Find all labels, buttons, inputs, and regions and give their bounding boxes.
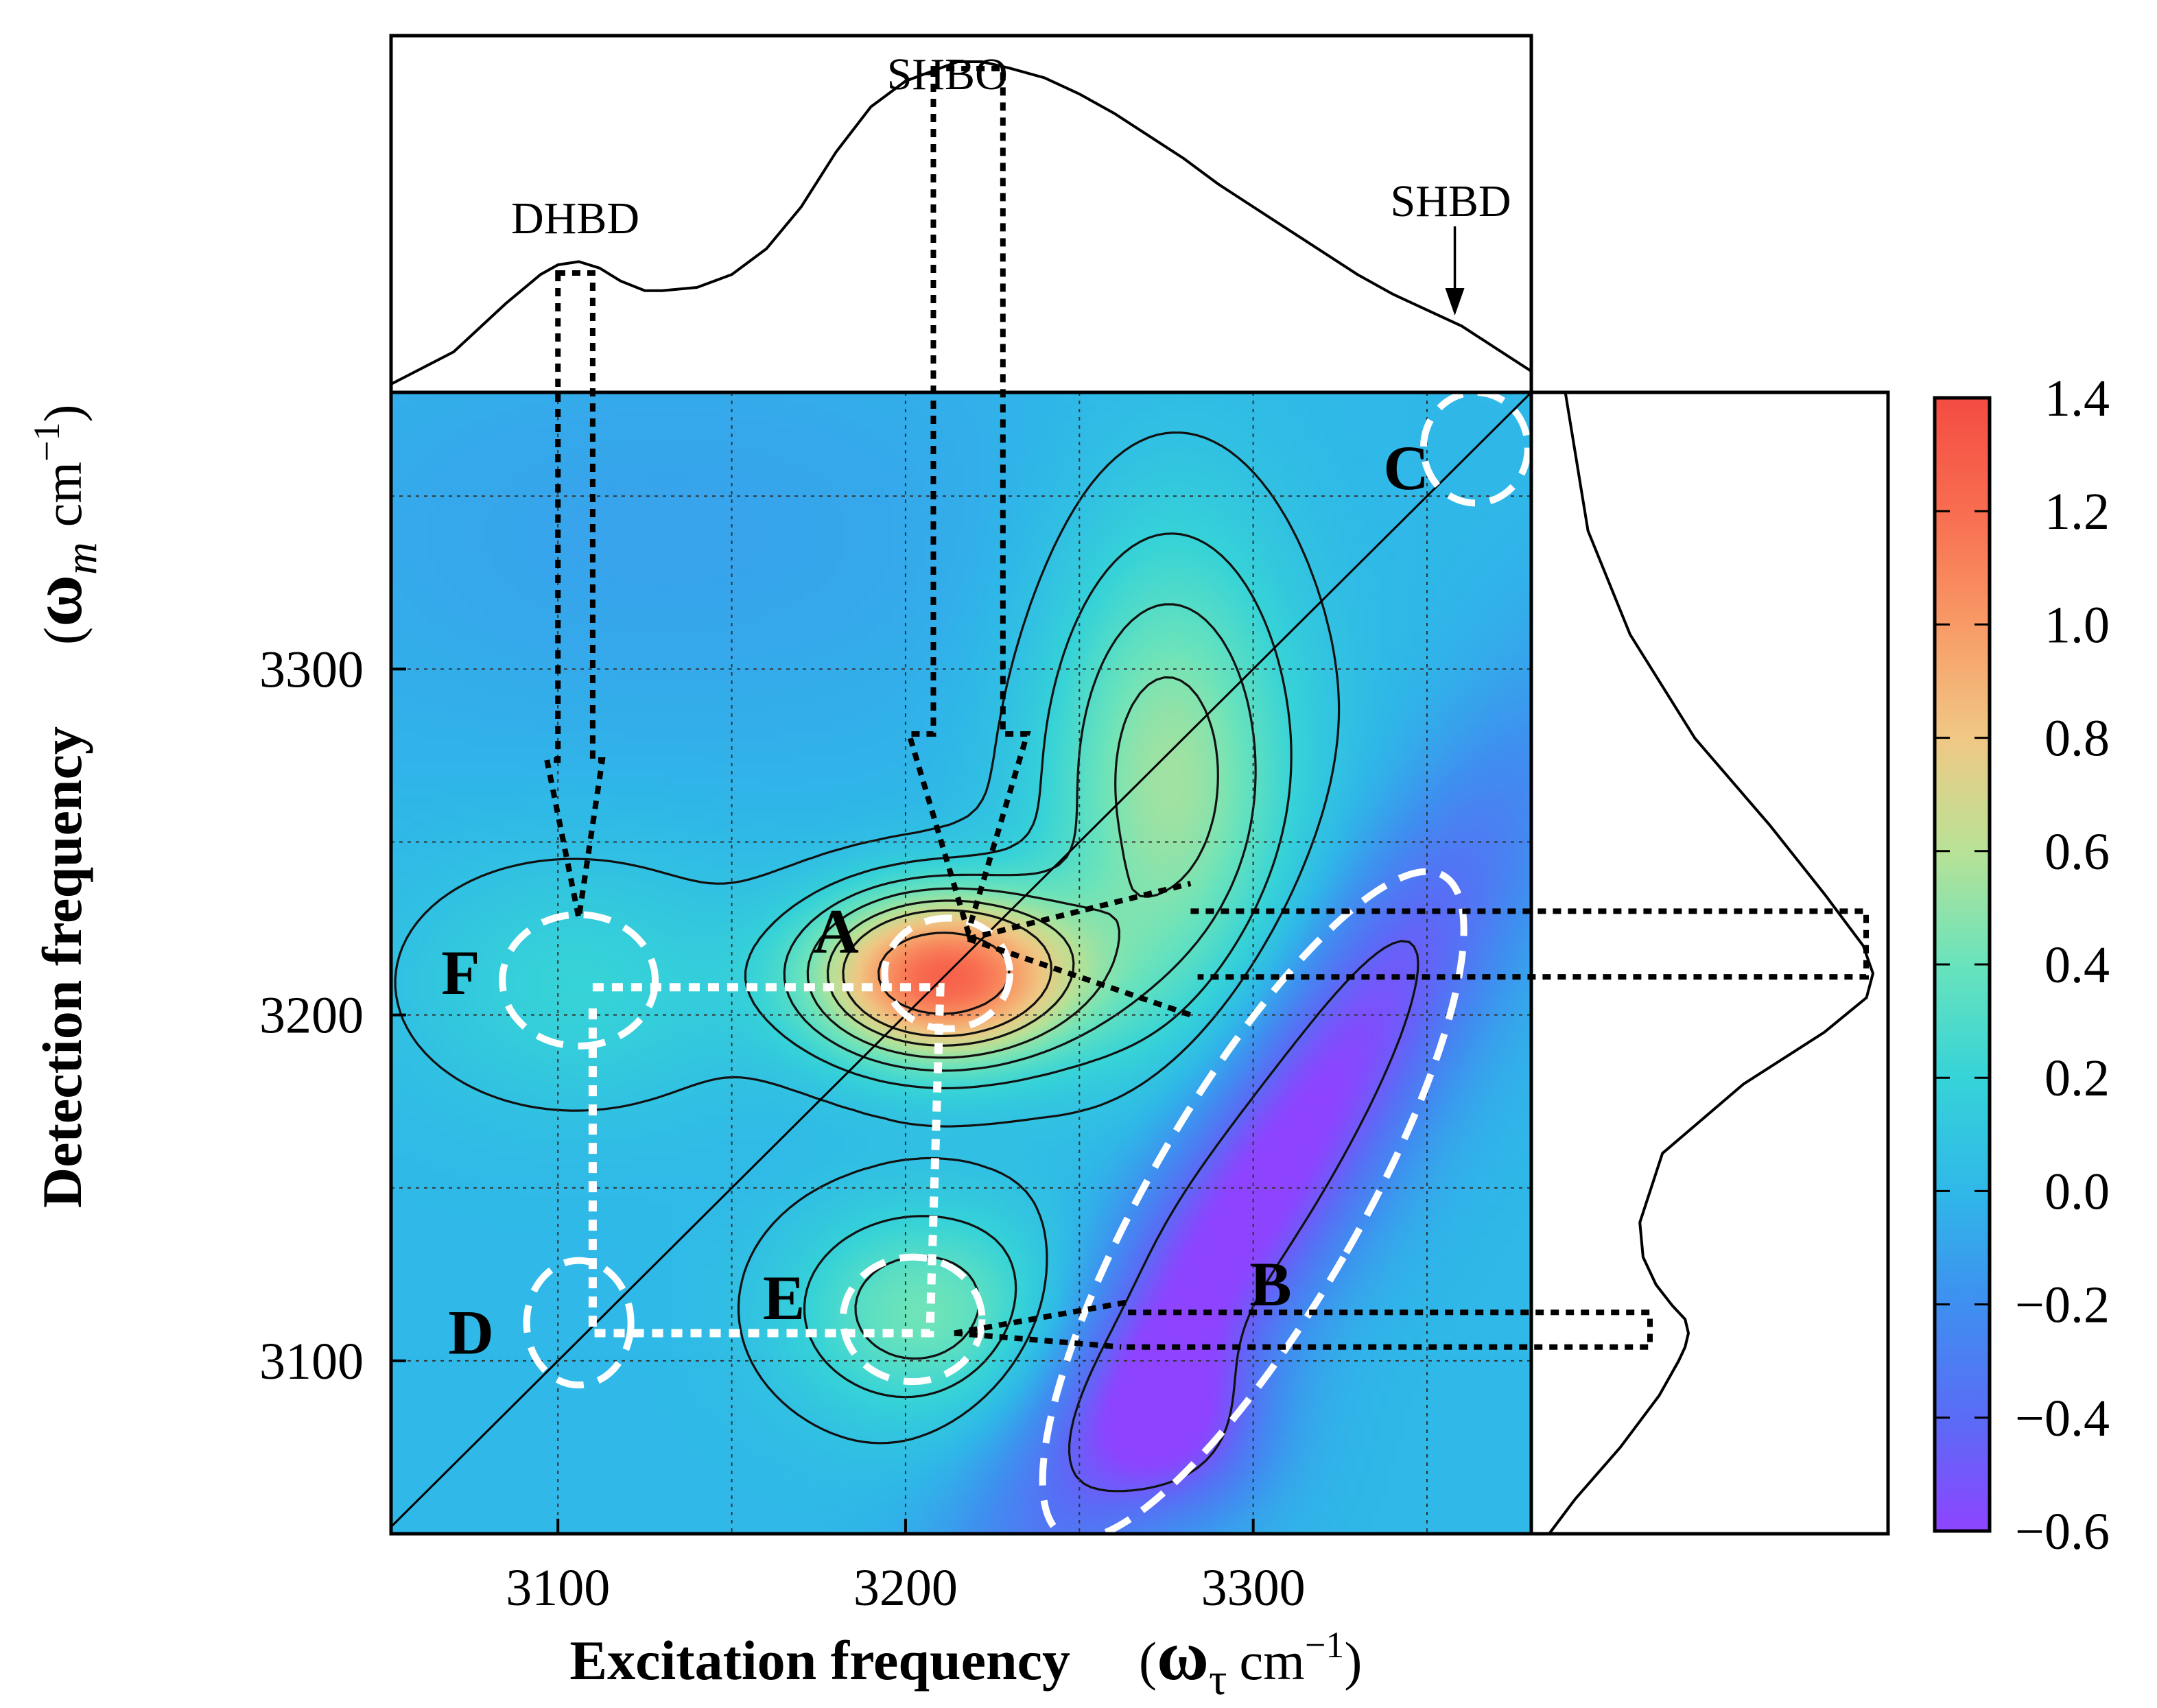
region-label: A [813,897,858,966]
top-spectrum-frame [389,34,1533,394]
side-spectrum-line [1548,392,1875,1535]
diagonal-line [391,392,1531,1528]
region-ellipse [839,1253,986,1386]
contour-line [806,676,1219,1059]
colorbar-tick-label: 0.4 [2044,936,2110,994]
colorbar-ticks: 1.4 1.2 1.0 0.8 0.6 0.4 0.2 0.0 −0.2 −0.4 −0.6 [1935,370,2110,1561]
colorbar-tick-label: 1.2 [2044,483,2110,541]
contour-line [842,909,1052,1037]
contour-line [394,431,1341,1445]
a-wedge [967,881,1192,1018]
white-connector-path [588,983,945,1338]
colorbar-tick-label: −0.6 [2015,1503,2110,1561]
dotted-arrows [543,66,1869,1350]
contour-line [826,899,1075,1047]
y-axis-unit: (ωmcm−1) [18,405,106,645]
contour-line [1068,940,1419,1493]
side-spectrum-frame [1529,390,1890,1536]
peak-label: SHBO [887,49,1008,99]
x-axis-label: Excitation frequency [569,1629,1070,1692]
heatmap-panel: A B C D E F [389,66,1869,1536]
colorbar: 1.4 1.2 1.0 0.8 0.6 0.4 0.2 0.0 −0.2 −0.4 −0.6 [1933,370,2110,1561]
y-tick-label: 3200 [259,987,364,1045]
region-ellipse [499,911,659,1050]
region-labels: A B C D E F [441,433,1429,1368]
colorbar-tick-label: 0.8 [2044,710,2110,768]
y-tick-label: 3100 [259,1333,364,1390]
y-axis-label: Detection frequency [31,726,93,1208]
e-projection [1121,1309,1653,1350]
shbd-arrow-head [1445,288,1465,316]
region-label: D [448,1298,493,1368]
peak-labels: DHBD SHBO SHBD [511,49,1511,316]
x-tick-label: 3200 [853,1559,958,1617]
region-label: E [763,1263,805,1333]
x-tick-label: 3100 [506,1559,610,1617]
peak-label: DHBD [511,193,639,244]
y-axis-ticks: 3100 3200 3300 [259,641,406,1390]
y-tick-label: 3300 [259,641,364,698]
shbo-arrow [905,66,1031,942]
region-label: B [1249,1249,1291,1319]
colorbar-tick-label: 0.6 [2044,823,2110,881]
contour-lines [394,431,1419,1493]
colorbar-tick-label: 1.4 [2044,370,2110,427]
colorbar-tick-label: 0.2 [2044,1049,2110,1107]
side-spectrum-panel [1529,390,1890,1536]
colorbar-tick-label: −0.2 [2015,1277,2110,1334]
colorbar-tick-label: 0.0 [2044,1163,2110,1220]
colorbar-tick-label: 1.0 [2044,596,2110,654]
top-spectrum-panel: DHBD SHBO SHBD [389,34,1533,394]
e-wedge [954,1299,1129,1350]
peak-label: SHBD [1390,176,1511,226]
region-ellipse [523,1257,635,1389]
x-axis-unit: (ωτ cm−1) [1139,1616,1362,1705]
region-label: C [1383,433,1428,503]
x-axis-ticks: 3100 3200 3300 [506,1519,1306,1617]
region-ellipse [881,914,1013,1032]
region-label: F [441,938,480,1008]
region-ellipse [1419,392,1531,507]
top-spectrum-line [390,60,1533,386]
colorbar-tick-label: −0.4 [2015,1390,2110,1447]
x-tick-label: 3300 [1201,1559,1306,1617]
dhbd-arrow [543,270,606,919]
